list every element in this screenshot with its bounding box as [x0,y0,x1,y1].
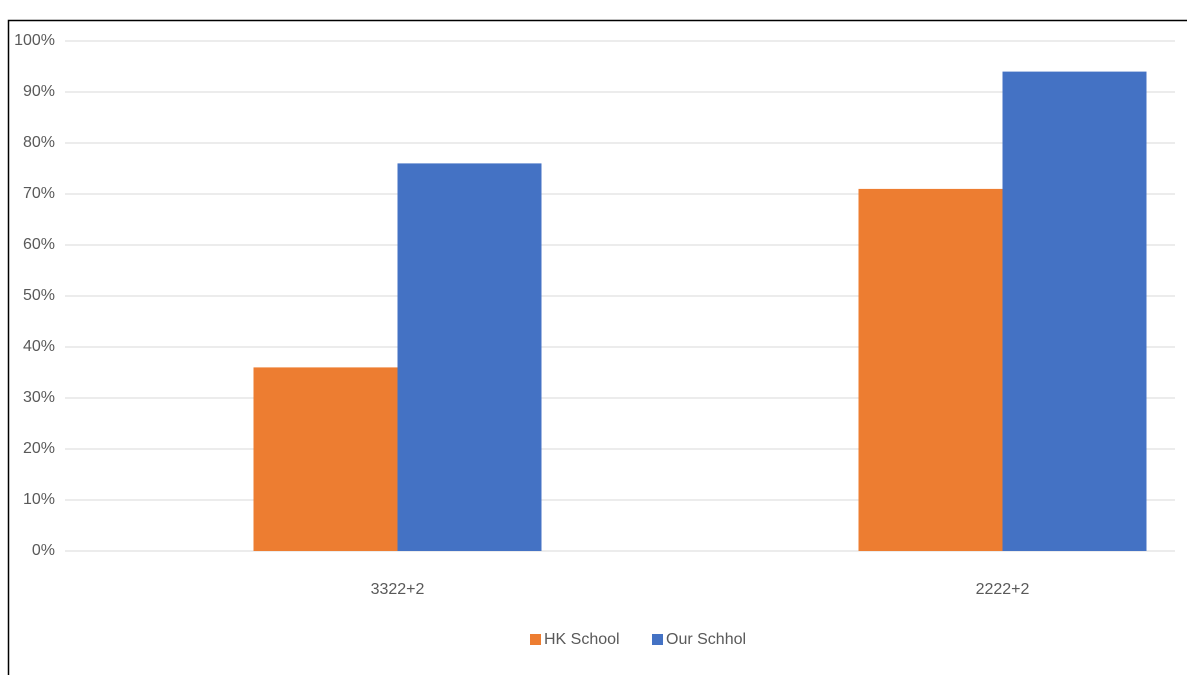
y-tick-label: 90% [23,83,55,100]
y-tick-label: 50% [23,287,55,304]
x-tick-label: 3322+2 [371,581,425,598]
y-tick-label: 30% [23,389,55,406]
y-tick-label: 40% [23,338,55,355]
legend-label: HK School [544,631,620,648]
legend-swatch [530,634,541,645]
y-tick-label: 10% [23,491,55,508]
bar [397,163,542,551]
y-tick-label: 70% [23,185,55,202]
chart-frame [7,19,1187,675]
y-tick-label: 20% [23,440,55,457]
y-tick-label: 0% [32,542,55,559]
y-tick-label: 80% [23,134,55,151]
bar [858,188,1003,551]
bar [253,367,398,551]
y-tick-label: 60% [23,236,55,253]
y-tick-label: 100% [14,32,55,49]
x-tick-label: 2222+2 [976,581,1030,598]
legend-swatch [652,634,663,645]
bar [1002,71,1147,551]
legend-label: Our Schhol [666,631,746,648]
